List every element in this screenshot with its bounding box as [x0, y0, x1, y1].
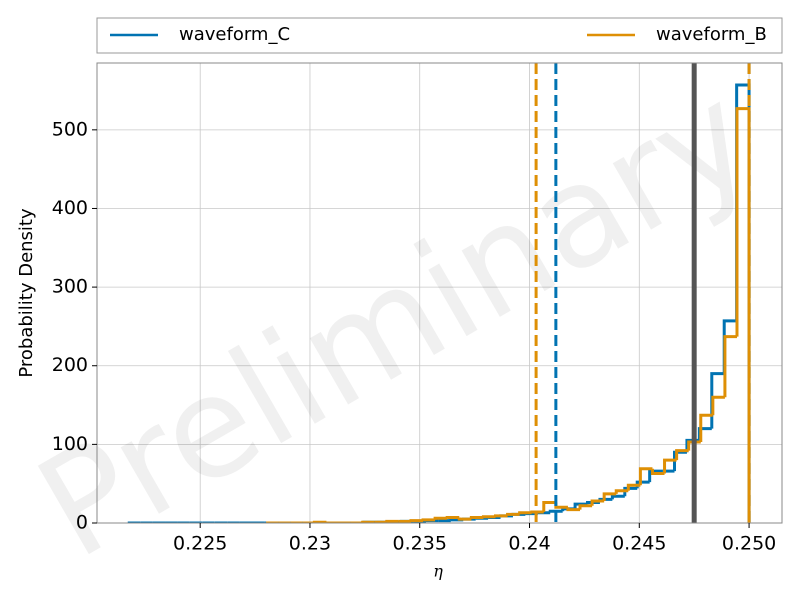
- histogram-step: [673, 450, 687, 472]
- histogram-step: [421, 518, 436, 522]
- histogram-step: [723, 335, 737, 398]
- histogram-step: [433, 516, 448, 520]
- histogram-step: [650, 468, 665, 475]
- histogram-step: [530, 510, 544, 514]
- histogram-step: [687, 440, 701, 451]
- legend-box: [96, 17, 783, 54]
- histogram-step: [445, 515, 460, 519]
- y-tick-label: 100: [52, 433, 88, 455]
- y-axis-label: Probability Density: [16, 208, 37, 378]
- histogram-step: [506, 512, 520, 516]
- y-tick-label: 0: [76, 512, 88, 534]
- legend-label: waveform_C: [179, 24, 290, 45]
- histogram-step: [675, 449, 689, 461]
- histogram-step: [457, 517, 472, 521]
- histogram-step: [610, 494, 625, 500]
- x-tick-label: 0.250: [722, 533, 776, 555]
- y-tick-label: 500: [52, 118, 88, 140]
- x-tick-label: 0.225: [173, 533, 227, 555]
- histogram-step: [602, 492, 617, 501]
- histogram-step: [638, 467, 653, 486]
- histogram-step: [590, 499, 605, 506]
- x-tick-label: 0.23: [289, 533, 331, 555]
- histogram-step: [409, 519, 424, 523]
- histogram-step: [663, 458, 677, 474]
- histogram-step: [542, 501, 556, 512]
- legend-label: waveform_B: [656, 24, 767, 45]
- plot-frame: [96, 62, 783, 524]
- histogram-step: [711, 395, 725, 416]
- y-tick-label: 200: [52, 354, 88, 376]
- histogram-step: [626, 483, 641, 491]
- histogram-step: [481, 515, 496, 519]
- legend: waveform_C waveform_B: [110, 24, 767, 45]
- histogram-step: [548, 509, 563, 513]
- histogram-step: [573, 502, 588, 509]
- x-tick-label: 0.235: [393, 533, 447, 555]
- histogram-step: [385, 519, 399, 523]
- histogram-step: [614, 489, 629, 494]
- histogram-step: [578, 504, 593, 510]
- histogram-step: [648, 469, 663, 483]
- histogram-step: [493, 514, 508, 518]
- grid: [97, 63, 782, 524]
- histogram-step: [699, 413, 713, 443]
- y-tick-label: 300: [52, 276, 88, 298]
- histogram-step: [324, 521, 339, 523]
- histogram-step: [735, 107, 751, 523]
- histogram-step: [623, 486, 638, 497]
- plot-marks: [127, 63, 751, 523]
- histogram-step: [469, 515, 484, 520]
- histogram-step: [566, 507, 581, 512]
- histogram-step: [518, 511, 532, 515]
- x-tick-label: 0.24: [508, 533, 550, 555]
- y-tick-label: 400: [52, 197, 88, 219]
- x-tick-label: 0.245: [612, 533, 666, 555]
- x-axis-label: η: [433, 562, 443, 581]
- histogram-step: [586, 501, 600, 505]
